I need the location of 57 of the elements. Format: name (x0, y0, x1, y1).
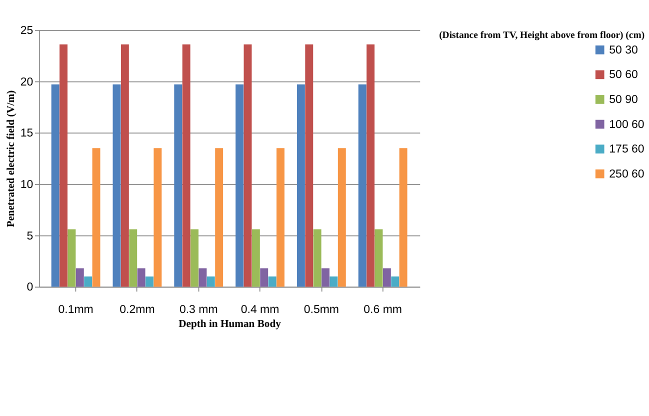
x-axis-title: Depth in Human Body (178, 319, 282, 330)
bar (374, 229, 383, 287)
bar (322, 268, 330, 287)
legend-label: 250 60 (609, 168, 644, 180)
y-axis-title: Penetrated electric field (V/m) (6, 90, 18, 228)
bar (76, 268, 84, 287)
bar (358, 84, 366, 287)
bar (84, 276, 92, 287)
bar (338, 148, 346, 287)
legend-label: 50 30 (609, 44, 638, 56)
bar (236, 84, 244, 287)
bar (120, 44, 129, 287)
y-tick-label: 25 (20, 24, 34, 37)
bar (154, 148, 162, 287)
bar (391, 276, 400, 287)
bar (296, 84, 305, 287)
y-tick-label: 15 (20, 128, 34, 140)
y-tick-label: 20 (20, 76, 34, 88)
y-tick-label: 0 (26, 282, 34, 294)
bar (252, 229, 260, 287)
x-tick-label: 0.1mm (58, 304, 94, 316)
bar (244, 44, 252, 287)
bar (174, 84, 182, 287)
x-tick-label: 0.2mm (120, 304, 155, 316)
bar (366, 44, 375, 287)
x-tick-label: 0.3 mm (179, 304, 218, 316)
bar (129, 229, 138, 287)
bar (146, 276, 154, 287)
bar (60, 44, 68, 287)
bar (215, 148, 224, 287)
bar (137, 268, 146, 287)
bar (198, 268, 207, 287)
legend-label: 100 60 (609, 118, 644, 131)
bar (182, 44, 190, 287)
bar (206, 276, 215, 287)
bar (92, 148, 100, 287)
y-tick-label: 5 (26, 230, 34, 242)
bar (260, 268, 268, 287)
bar (276, 148, 284, 287)
x-tick-label: 0.4 mm (240, 304, 280, 316)
legend-label: 50 60 (609, 69, 638, 82)
bar (382, 268, 391, 287)
legend-label: 175 60 (609, 144, 644, 156)
bar (313, 229, 322, 287)
legend-title: (Distance from TV, Height above from floor) (cm) (439, 30, 645, 41)
bar (305, 44, 314, 287)
bar (68, 229, 76, 287)
y-tick-label: 10 (20, 179, 34, 192)
bar (330, 276, 338, 287)
bar (399, 148, 408, 287)
legend-label: 50 90 (609, 94, 638, 106)
bar (190, 229, 199, 287)
bar (112, 84, 121, 287)
bar (51, 84, 60, 287)
bar (268, 276, 276, 287)
x-tick-label: 0.5mm (304, 304, 340, 316)
x-tick-label: 0.6 mm (364, 304, 402, 316)
